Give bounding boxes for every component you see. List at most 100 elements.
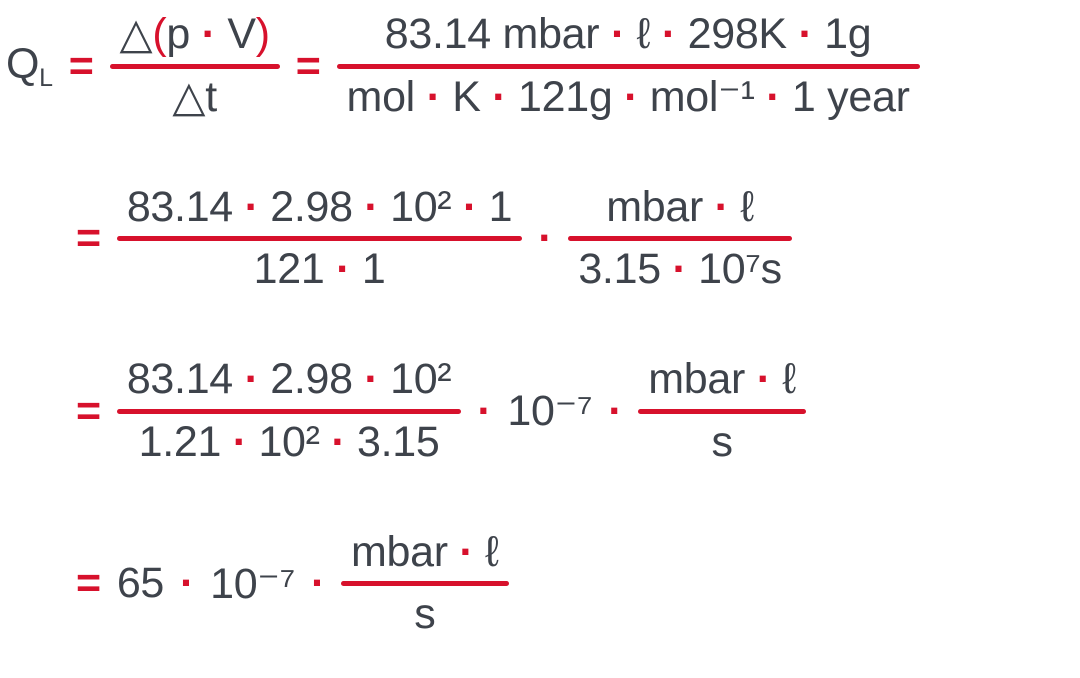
fraction: 83.14 · 2.98 · 10² · 1 121 · 1	[116, 181, 523, 298]
term: 3.15	[578, 245, 661, 294]
denominator: △t	[162, 69, 226, 125]
fraction: mbar · ℓ 3.15 · 10⁷s	[568, 181, 792, 298]
term: 1	[488, 182, 513, 231]
multiplication-dot: ·	[451, 182, 489, 231]
term: 83.14 mbar	[384, 10, 600, 58]
denominator: mol · K · 121g · mol⁻¹ · 1 year	[337, 69, 920, 125]
fraction: mbar · ℓ s	[341, 526, 509, 643]
multiplication-dot: ·	[352, 355, 391, 403]
term: 1.21	[138, 417, 222, 466]
fraction: 83.14 mbar · ℓ · 298K · 1g mol · K · 121g…	[336, 8, 920, 125]
term: s	[711, 417, 734, 466]
numerator: △(p · V)	[110, 8, 280, 64]
term: mbar	[648, 355, 746, 403]
term: ℓ	[636, 10, 651, 58]
multiplication-dot: ·	[232, 182, 271, 231]
term: ℓ	[740, 182, 754, 231]
term: 10⁻⁷	[507, 387, 593, 436]
multiplication-dot: ·	[660, 245, 699, 294]
multiplication-dot: ·	[702, 182, 741, 231]
term: mbar	[606, 182, 703, 231]
term: 10²	[390, 182, 452, 231]
term: 10²	[258, 417, 320, 466]
term: V	[227, 10, 256, 58]
equals-sign: =	[68, 41, 94, 90]
term: 10⁻⁷	[210, 559, 295, 608]
multiplication-dot: ·	[319, 417, 358, 466]
equals-sign: =	[76, 559, 101, 608]
multiplication-dot: ·	[745, 355, 783, 403]
term: 1	[361, 245, 386, 294]
term: 298K	[687, 10, 788, 58]
denominator: s	[404, 586, 445, 642]
denominator: 1.21 · 10² · 3.15	[129, 414, 450, 470]
term: mol⁻¹	[649, 72, 755, 121]
term: s	[414, 590, 436, 639]
symbol-subscript: L	[39, 63, 53, 92]
term: p	[166, 10, 190, 58]
multiplication-dot: ·	[608, 386, 623, 435]
quantity-symbol: QL	[6, 40, 53, 93]
fraction-bar	[116, 408, 462, 414]
multiplication-dot: ·	[612, 72, 650, 121]
equals-sign: =	[76, 214, 101, 263]
denominator: 3.15 · 10⁷s	[568, 241, 792, 297]
numerator: 83.14 · 2.98 · 10² · 1	[117, 181, 522, 237]
term: 2.98	[270, 182, 353, 231]
multiplication-dot: ·	[352, 182, 391, 231]
multiplication-dot: ·	[310, 559, 325, 608]
multiplication-dot: ·	[650, 10, 688, 58]
multiplication-dot: ·	[480, 72, 518, 121]
multiplication-dot: ·	[189, 10, 228, 58]
numerator: 83.14 · 2.98 · 10²	[117, 353, 462, 409]
fraction-bar	[109, 63, 280, 69]
term: 83.14	[126, 355, 233, 403]
equation-derivation: QL = △(p · V) △t = 83.14 mbar · ℓ · 298K · 1g…	[6, 8, 1080, 643]
delta-term: △	[119, 10, 153, 58]
term: 1 year	[791, 72, 910, 121]
fraction-bar	[336, 63, 920, 69]
fraction: 83.14 · 2.98 · 10² 1.21 · 10² · 3.15	[116, 353, 462, 470]
term: ℓ	[485, 527, 499, 576]
multiplication-dot: ·	[180, 559, 195, 608]
equation-line-1: QL = △(p · V) △t = 83.14 mbar · ℓ · 298K · 1g…	[6, 8, 1080, 125]
term: ℓ	[782, 355, 796, 403]
equals-sign: =	[295, 41, 321, 90]
fraction: △(p · V) △t	[109, 8, 280, 125]
term: 3.15	[357, 417, 440, 466]
fraction-bar	[568, 236, 792, 242]
term: 10²	[390, 355, 452, 403]
fraction-bar	[116, 236, 523, 242]
numerator: mbar · ℓ	[341, 526, 509, 582]
term: 2.98	[270, 355, 353, 403]
term: 65	[116, 559, 165, 608]
fraction-bar	[341, 581, 509, 587]
parenthesis: )	[255, 10, 270, 58]
numerator: mbar · ℓ	[638, 353, 806, 409]
equals-sign: =	[76, 386, 101, 435]
multiplication-dot: ·	[477, 386, 492, 435]
numerator: mbar · ℓ	[596, 181, 764, 237]
numerator: 83.14 mbar · ℓ · 298K · 1g	[375, 8, 882, 64]
parenthesis: (	[152, 10, 167, 58]
term: 10⁷s	[698, 245, 782, 294]
multiplication-dot: ·	[414, 72, 453, 121]
delta-term: △t	[172, 72, 217, 121]
symbol-base: Q	[6, 39, 40, 88]
multiplication-dot: ·	[221, 417, 259, 466]
multiplication-dot: ·	[786, 10, 825, 58]
multiplication-dot: ·	[232, 355, 271, 403]
multiplication-dot: ·	[538, 214, 553, 263]
term: 83.14	[126, 182, 233, 231]
denominator: s	[702, 414, 743, 470]
multiplication-dot: ·	[754, 72, 792, 121]
term: 121g	[517, 72, 613, 121]
term: mol	[346, 72, 416, 121]
term: K	[452, 72, 481, 121]
equation-line-4: = 65 · 10⁻⁷ · mbar · ℓ s	[6, 526, 1080, 643]
denominator: 121 · 1	[244, 241, 396, 297]
equation-line-3: = 83.14 · 2.98 · 10² 1.21 · 10² · 3.15 · 10⁻…	[6, 353, 1080, 470]
term: 121	[253, 245, 325, 294]
